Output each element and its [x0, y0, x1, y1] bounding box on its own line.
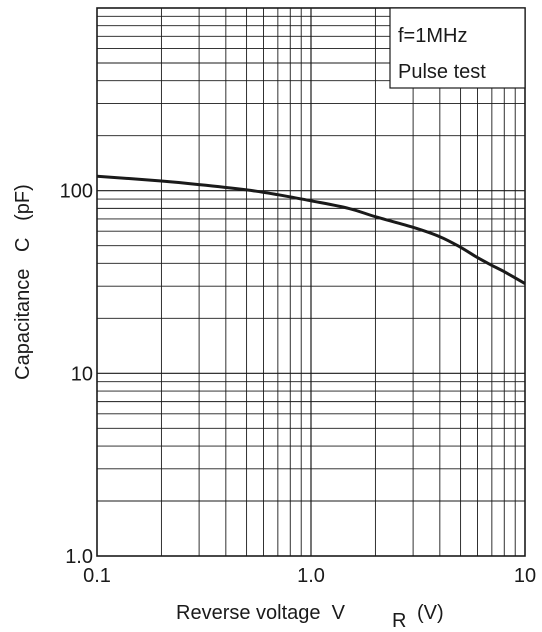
x-tick-label: 1.0 — [297, 565, 325, 587]
plot-frame — [96, 7, 526, 557]
annotation-frequency: f=1MHz — [398, 25, 467, 47]
y-tick-label: 1.0 — [65, 546, 93, 568]
x-axis-title-main: Reverse voltage V — [176, 602, 346, 624]
y-axis-title: Capacitance C (pF) — [12, 184, 34, 380]
y-tick-label: 100 — [60, 181, 93, 203]
series-line — [96, 174, 526, 285]
annotation-test-condition: Pulse test — [398, 61, 486, 83]
x-axis-title-unit: (V) — [417, 602, 444, 624]
annotation-background — [389, 7, 526, 89]
x-axis-title: Reverse voltage V R (V) — [176, 602, 444, 632]
y-tick-label: 10 — [71, 363, 93, 385]
x-tick-label: 10 — [514, 565, 536, 587]
annotation-box: f=1MHz Pulse test — [389, 7, 526, 89]
x-tick-label: 0.1 — [83, 565, 111, 587]
x-axis-title-subscript: R — [392, 610, 406, 632]
grid — [97, 8, 525, 556]
